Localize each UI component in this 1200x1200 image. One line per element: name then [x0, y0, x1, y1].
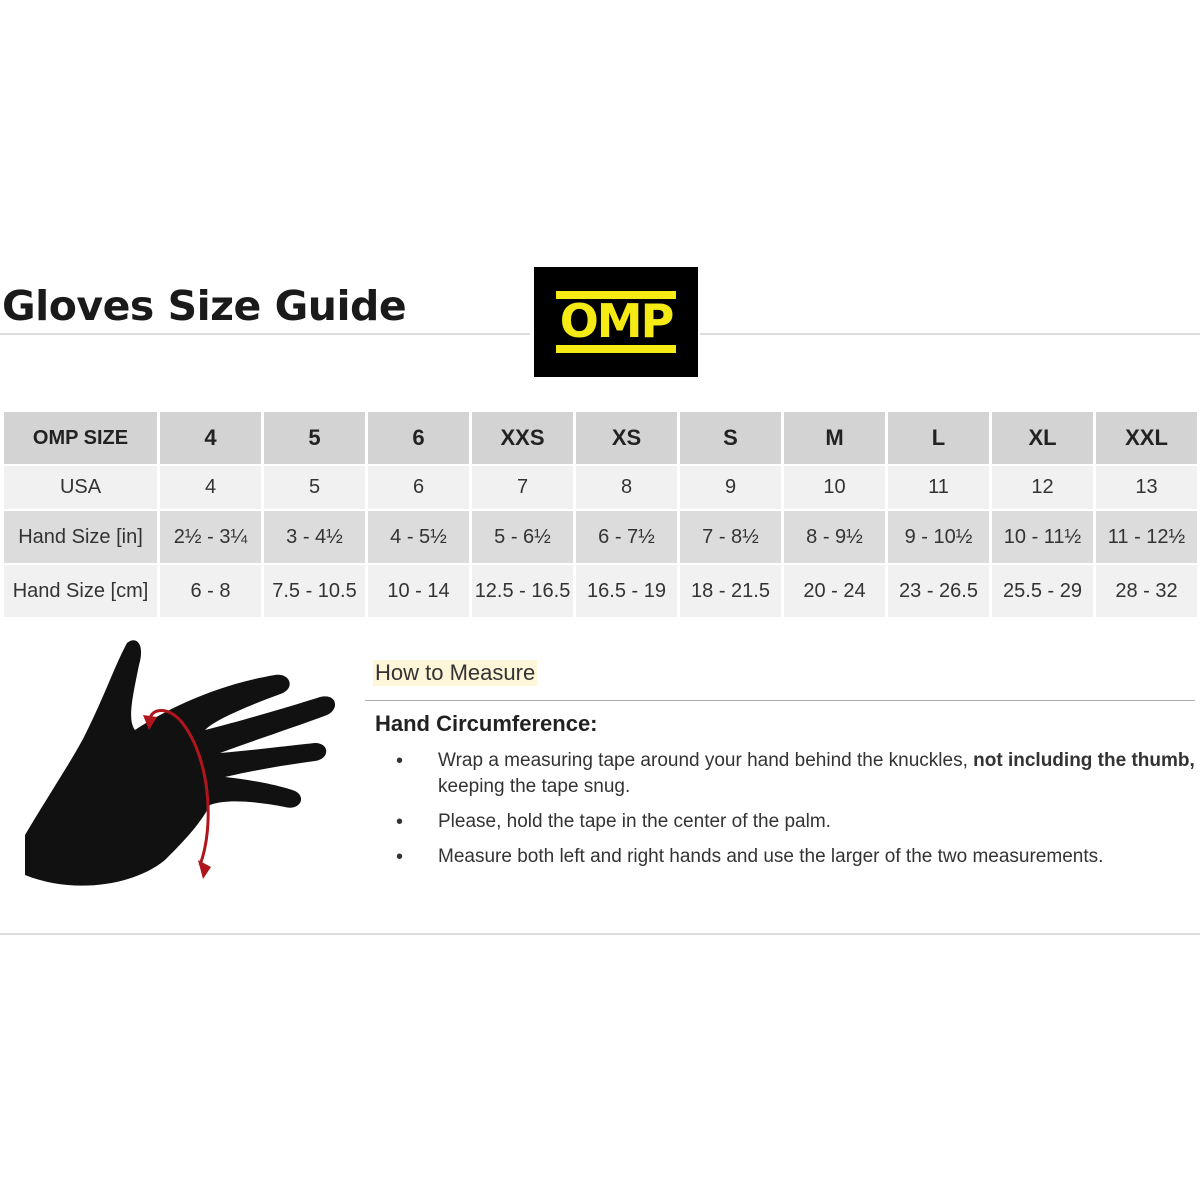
cell: 6 - 8 — [160, 565, 261, 617]
divider — [365, 700, 1195, 701]
cell: 6 - 7½ — [576, 511, 677, 563]
list-item: Measure both left and right hands and us… — [396, 844, 1196, 870]
cell: 10 — [784, 466, 885, 509]
divider — [700, 333, 1200, 335]
table-row: Hand Size [in] 2½ - 3¼ 3 - 4½ 4 - 5½ 5 -… — [4, 511, 1197, 563]
omp-logo: OMP — [534, 267, 698, 377]
cell: 9 — [680, 466, 781, 509]
cell: 2½ - 3¼ — [160, 511, 261, 563]
header-cell: L — [888, 412, 989, 464]
measuring-tape-line — [178, 719, 210, 866]
cell: 8 - 9½ — [784, 511, 885, 563]
cell: 12 — [992, 466, 1093, 509]
cell: 4 - 5½ — [368, 511, 469, 563]
header-cell: XS — [576, 412, 677, 464]
header-cell: XXS — [472, 412, 573, 464]
cell: 3 - 4½ — [264, 511, 365, 563]
cell: 8 — [576, 466, 677, 509]
list-item: Please, hold the tape in the center of t… — [396, 809, 1196, 835]
cell: 25.5 - 29 — [992, 565, 1093, 617]
cell: 12.5 - 16.5 — [472, 565, 573, 617]
cell: 4 — [160, 466, 261, 509]
size-table: OMP SIZE 4 5 6 XXS XS S M L XL XXL USA 4… — [1, 410, 1200, 619]
hand-measure-illustration — [25, 640, 336, 886]
how-to-measure-heading: How to Measure — [373, 660, 538, 686]
row-label: Hand Size [cm] — [4, 565, 157, 617]
header-cell: XL — [992, 412, 1093, 464]
cell: 28 - 32 — [1096, 565, 1197, 617]
instructions-list: Wrap a measuring tape around your hand b… — [396, 748, 1196, 879]
header-cell: 5 — [264, 412, 365, 464]
cell: 16.5 - 19 — [576, 565, 677, 617]
cell: 20 - 24 — [784, 565, 885, 617]
cell: 5 - 6½ — [472, 511, 573, 563]
logo-text: OMP — [559, 294, 675, 348]
row-label: Hand Size [in] — [4, 511, 157, 563]
header-cell: 6 — [368, 412, 469, 464]
divider — [0, 333, 530, 335]
cell: 11 — [888, 466, 989, 509]
cell: 9 - 10½ — [888, 511, 989, 563]
cell: 7.5 - 10.5 — [264, 565, 365, 617]
cell: 13 — [1096, 466, 1197, 509]
row-label: USA — [4, 466, 157, 509]
arrow-icon — [198, 860, 211, 879]
header-cell: S — [680, 412, 781, 464]
cell: 10 - 14 — [368, 565, 469, 617]
arrow-icon — [143, 715, 157, 730]
header-cell: 4 — [160, 412, 261, 464]
hand-circumference-heading: Hand Circumference: — [375, 711, 598, 736]
header-cell: XXL — [1096, 412, 1197, 464]
cell: 18 - 21.5 — [680, 565, 781, 617]
cell: 11 - 12½ — [1096, 511, 1197, 563]
cell: 7 — [472, 466, 573, 509]
cell: 5 — [264, 466, 365, 509]
header-cell: M — [784, 412, 885, 464]
cell: 10 - 11½ — [992, 511, 1093, 563]
cell: 23 - 26.5 — [888, 565, 989, 617]
cell: 6 — [368, 466, 469, 509]
page-title: Gloves Size Guide — [2, 282, 407, 330]
list-item: Wrap a measuring tape around your hand b… — [396, 748, 1196, 800]
header-cell: OMP SIZE — [4, 412, 157, 464]
table-header-row: OMP SIZE 4 5 6 XXS XS S M L XL XXL — [4, 412, 1197, 464]
divider — [0, 933, 1200, 935]
table-row: Hand Size [cm] 6 - 8 7.5 - 10.5 10 - 14 … — [4, 565, 1197, 617]
table-row: USA 4 5 6 7 8 9 10 11 12 13 — [4, 466, 1197, 509]
cell: 7 - 8½ — [680, 511, 781, 563]
